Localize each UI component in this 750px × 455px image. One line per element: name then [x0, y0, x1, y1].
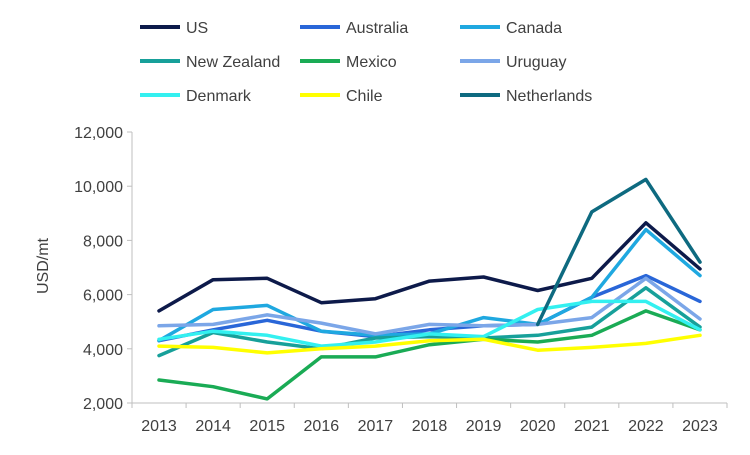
series-line-australia [157, 273, 702, 343]
x-axis: 2013 2014 2015 2016 2017 2018 2019 2020 2021 2022… [131, 402, 728, 435]
x-tick-label: 2016 [304, 418, 340, 435]
x-tick-label: 2023 [682, 418, 718, 435]
x-tick-label: 2014 [195, 418, 231, 435]
legend-item-denmark: Denmark [140, 88, 252, 105]
legend: US Australia Canada New Zealand Mexico Urugua… [140, 20, 592, 105]
legend-label: Chile [346, 88, 383, 105]
x-tick-label: 2020 [520, 418, 556, 435]
legend-item-chile: Chile [300, 88, 383, 105]
legend-item-canada: Canada [460, 20, 562, 37]
legend-label: Canada [506, 20, 562, 37]
legend-item-uruguay: Uruguay [460, 54, 566, 71]
legend-label: Denmark [186, 88, 252, 105]
y-tick-label: 2,000 [83, 396, 123, 413]
y-tick-label: 10,000 [74, 179, 123, 196]
series-line-uruguay [157, 276, 702, 336]
x-tick-label: 2021 [574, 418, 610, 435]
y-tick-label: 4,000 [83, 342, 123, 359]
legend-item-new-zealand: New Zealand [140, 54, 280, 71]
x-tick-label: 2022 [628, 418, 664, 435]
legend-item-australia: Australia [300, 20, 408, 37]
legend-item-mexico: Mexico [300, 54, 397, 71]
series-line-new-zealand [157, 286, 702, 358]
y-tick-label: 12,000 [74, 125, 123, 142]
legend-label: US [186, 20, 208, 37]
y-tick-label: 8,000 [83, 233, 123, 250]
x-tick-label: 2019 [466, 418, 502, 435]
y-axis: 2,000 4,000 6,000 8,000 10,000 12,000 [74, 125, 133, 413]
legend-item-us: US [140, 20, 208, 37]
legend-label: Netherlands [506, 88, 592, 105]
y-tick-label: 6,000 [83, 288, 123, 305]
series-line-chile [157, 333, 702, 355]
legend-label: Mexico [346, 54, 397, 71]
y-axis-title: USD/mt [35, 237, 52, 294]
series-line-denmark [157, 299, 702, 348]
x-tick-label: 2018 [412, 418, 448, 435]
series-line-mexico [157, 309, 702, 401]
x-tick-label: 2015 [249, 418, 285, 435]
legend-label: New Zealand [186, 54, 280, 71]
series-line-us [157, 221, 702, 313]
plot-area [157, 177, 702, 401]
legend-label: Australia [346, 20, 408, 37]
x-tick-label: 2013 [141, 418, 177, 435]
x-tick-label: 2017 [358, 418, 394, 435]
legend-label: Uruguay [506, 54, 566, 71]
series-line-netherlands [535, 177, 702, 327]
legend-item-netherlands: Netherlands [460, 88, 592, 105]
